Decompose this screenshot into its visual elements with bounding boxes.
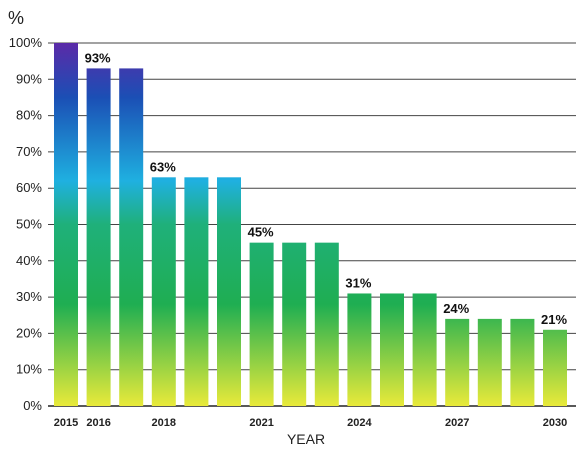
bar-2018: [151, 177, 176, 406]
data-label: 24%: [443, 301, 469, 316]
bar-2016: [86, 68, 111, 406]
data-labels: 93% 63% 45% 31% 24% 21%: [85, 50, 568, 326]
y-tick-label: 60%: [16, 180, 42, 195]
x-tick-label: 2016: [86, 417, 110, 429]
x-tick-label: 2027: [445, 417, 469, 429]
y-tick-label: 40%: [16, 253, 42, 268]
y-tick-label: 10%: [16, 362, 42, 377]
y-unit-label: %: [8, 8, 24, 28]
x-tick-label: 2015: [54, 417, 78, 429]
x-tick-label: 2018: [152, 417, 176, 429]
y-tick-label: 90%: [16, 71, 42, 86]
bar-2024: [347, 293, 372, 406]
x-axis-label: YEAR: [287, 431, 325, 447]
bar-2023: [314, 242, 339, 406]
x-tick-labels: 2015 2016 2018 2021 2024 2027 2030: [54, 417, 567, 429]
x-tick-label: 2021: [249, 417, 273, 429]
bar-2020: [217, 177, 241, 406]
y-tick-label: 80%: [16, 108, 42, 123]
data-label: 63%: [150, 159, 176, 174]
y-tick-label: 0%: [23, 398, 42, 413]
bar-2015: [54, 43, 78, 406]
y-tick-label: 20%: [16, 325, 42, 340]
y-tick-label: 50%: [16, 217, 42, 232]
bar-2028: [477, 318, 502, 406]
bar-2019: [184, 177, 209, 406]
data-label: 93%: [85, 50, 111, 65]
y-tick-label: 70%: [16, 144, 42, 159]
data-label: 45%: [248, 225, 274, 240]
bar-2022: [282, 242, 307, 406]
x-tick-label: 2024: [347, 417, 372, 429]
y-tick-label: 100%: [9, 35, 43, 50]
bar-2030: [543, 329, 567, 406]
data-label: 21%: [541, 312, 567, 327]
bar-2017: [119, 68, 144, 406]
x-tick-label: 2030: [543, 417, 567, 429]
y-tick-labels: 0% 10% 20% 30% 40% 50% 60% 70% 80% 90% 100%: [9, 35, 43, 413]
bar-2025: [380, 293, 404, 406]
y-tick-label: 30%: [16, 289, 42, 304]
bar-2026: [412, 293, 437, 406]
bar-2027: [445, 318, 470, 406]
bars: [54, 43, 567, 406]
bar-2029: [510, 318, 535, 406]
data-label: 31%: [345, 275, 371, 290]
bar-2021: [249, 242, 274, 406]
